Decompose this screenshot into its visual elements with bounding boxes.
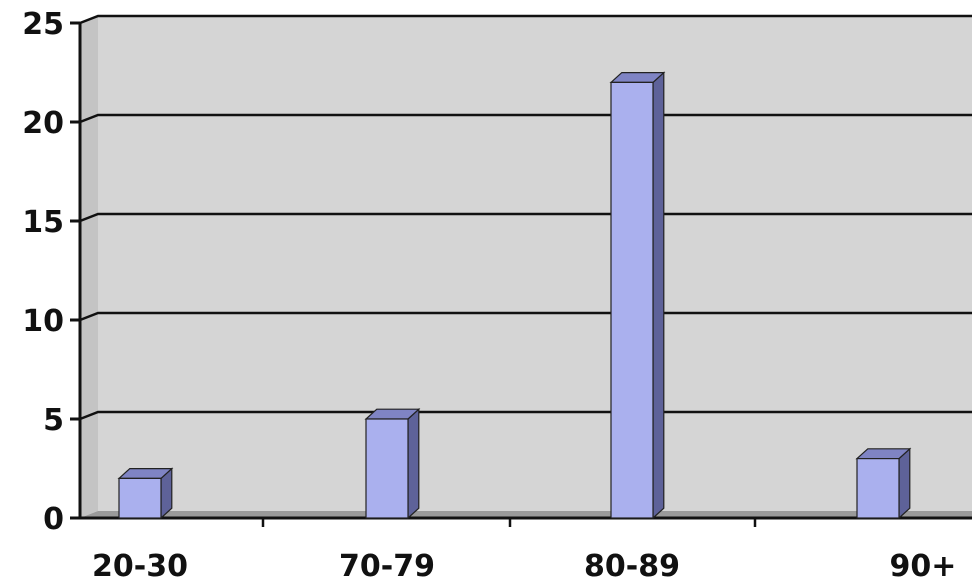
x-tick-label: 70-79 bbox=[339, 549, 435, 584]
floor-fill bbox=[80, 511, 972, 518]
y-tick-label: 5 bbox=[43, 403, 64, 438]
plot-back-wall bbox=[80, 16, 972, 518]
y-tick-label: 10 bbox=[22, 304, 64, 339]
axes bbox=[70, 21, 972, 527]
plot-wall-fill bbox=[80, 16, 972, 518]
bar-side bbox=[898, 447, 911, 520]
y-axis-tick-labels: 0 5 10 15 20 25 bbox=[22, 7, 64, 537]
bar-90+ bbox=[855, 447, 912, 520]
gridline bbox=[79, 311, 972, 322]
bar-70-79 bbox=[364, 407, 421, 520]
bar-front bbox=[365, 418, 409, 519]
gridline bbox=[79, 410, 972, 421]
y-tick-label: 20 bbox=[22, 106, 64, 141]
bar-front bbox=[856, 458, 900, 519]
bar-front bbox=[118, 477, 162, 519]
gridline bbox=[79, 113, 972, 124]
x-tick-label: 80-89 bbox=[584, 549, 680, 584]
bars bbox=[117, 71, 912, 520]
plot-floor bbox=[80, 511, 972, 518]
gridline bbox=[79, 14, 972, 25]
x-tick-label: 90+ bbox=[890, 549, 957, 584]
y-tick-label: 25 bbox=[22, 7, 64, 42]
bar-side bbox=[652, 71, 665, 520]
bar-20-30 bbox=[117, 467, 174, 520]
x-tick-label: 20-30 bbox=[92, 549, 188, 584]
plot-side-wall bbox=[80, 16, 98, 518]
bar-80-89 bbox=[609, 71, 666, 520]
x-axis-tick-labels: 20-30 70-79 80-89 90+ bbox=[92, 549, 956, 584]
gridline bbox=[79, 212, 972, 223]
bar-side bbox=[407, 407, 420, 520]
gridlines bbox=[79, 14, 972, 421]
y-tick-label: 15 bbox=[22, 205, 64, 240]
bar-front bbox=[610, 81, 654, 519]
y-tick-label: 0 bbox=[43, 502, 64, 537]
